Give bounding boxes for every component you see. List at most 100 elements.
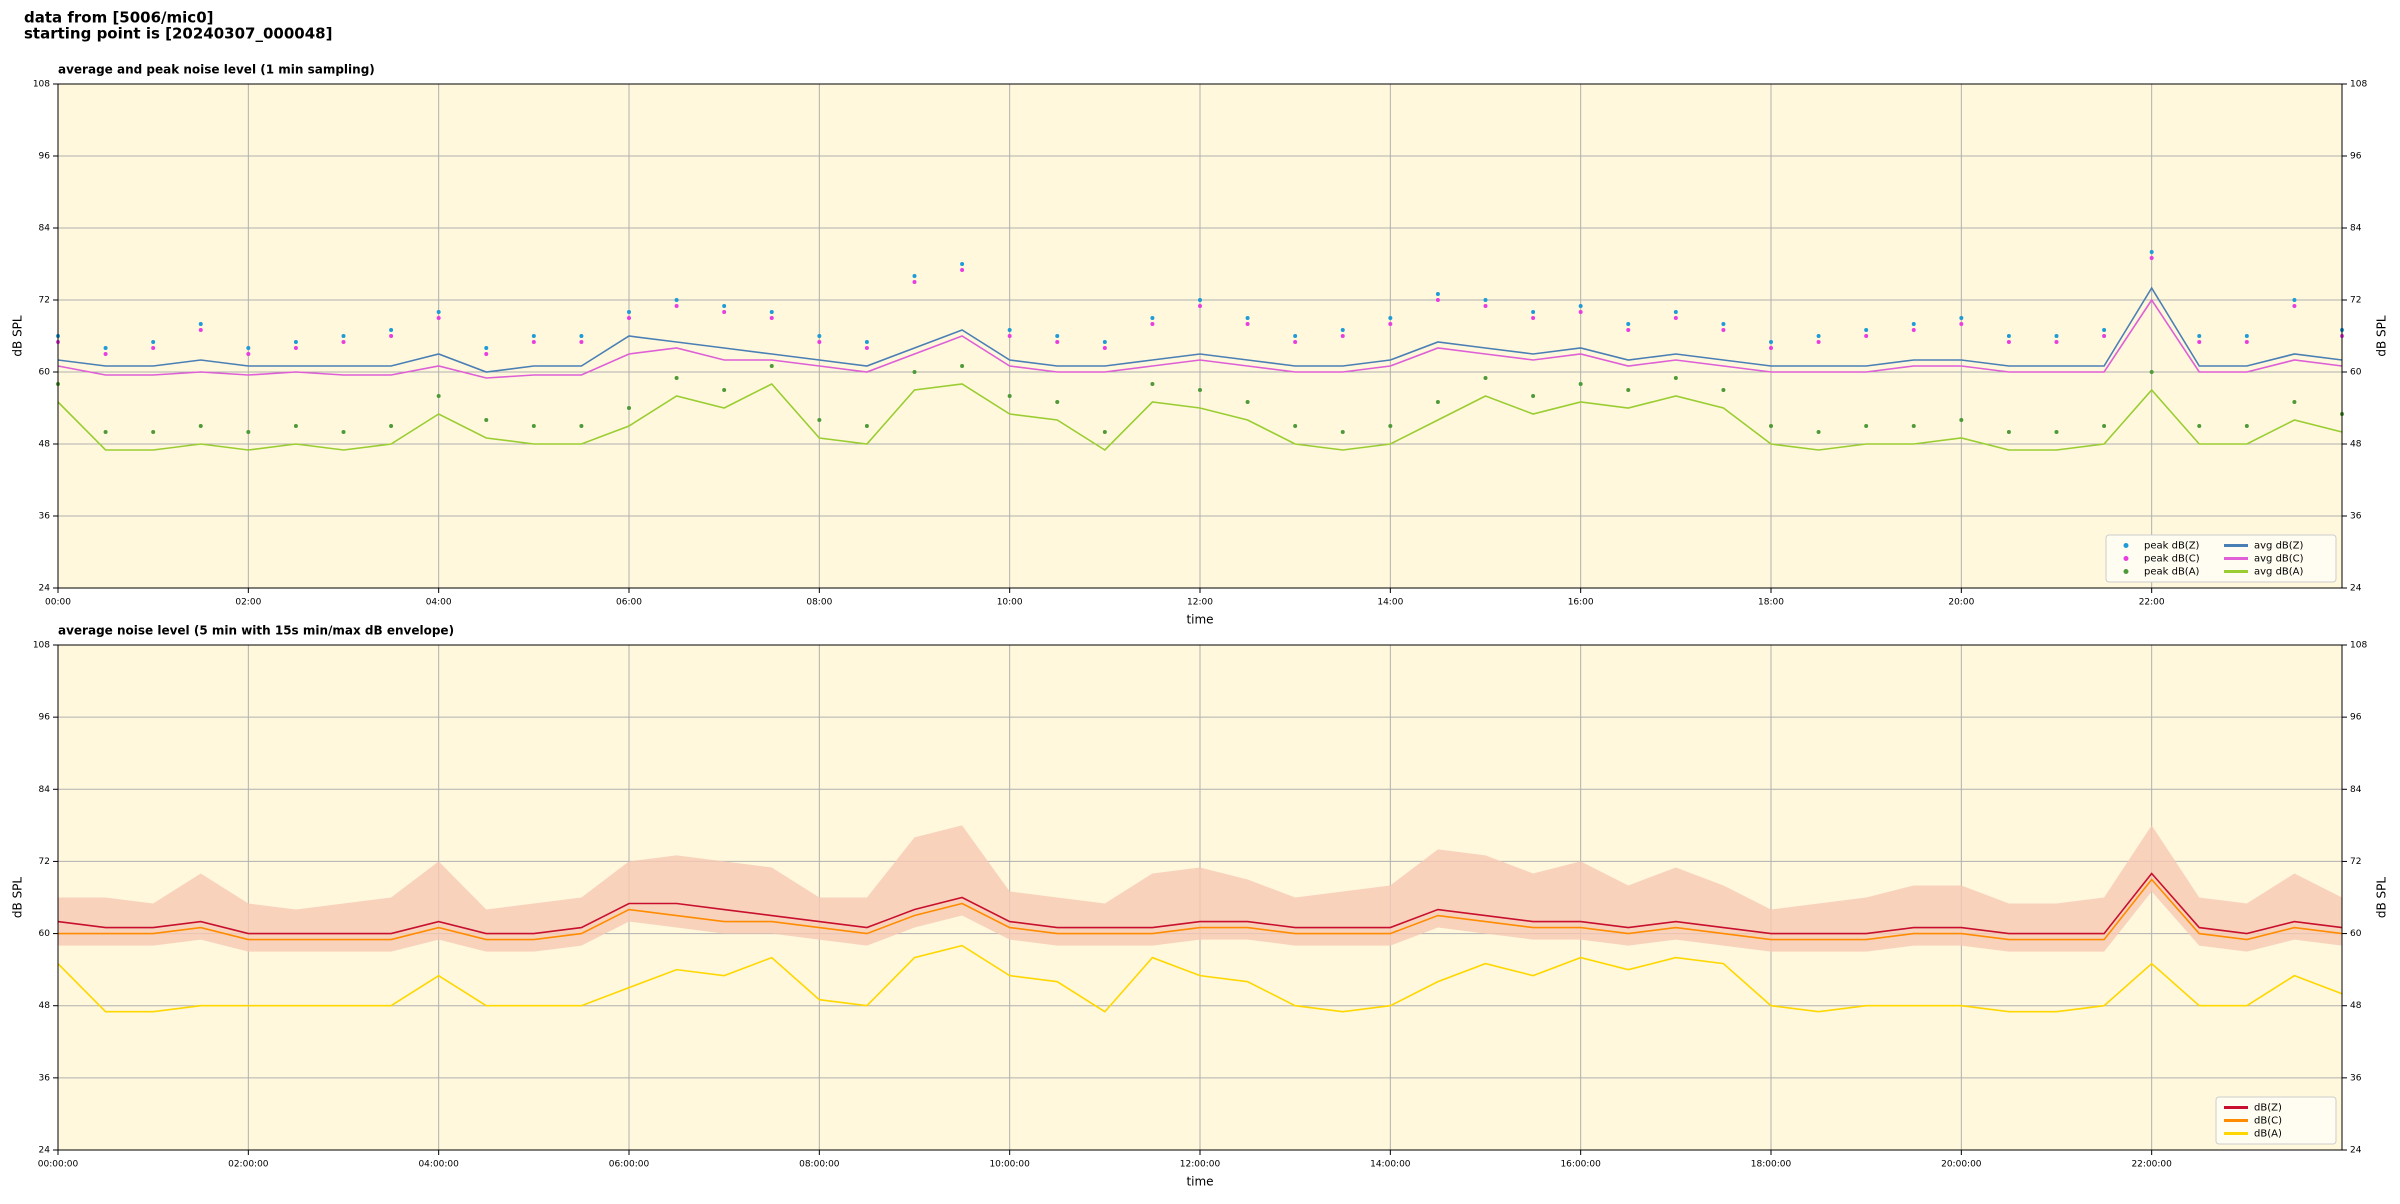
legend-swatch <box>2123 569 2129 574</box>
x-tick-label: 18:00:00 <box>1751 1160 1792 1170</box>
peak-point <box>1673 316 1678 320</box>
x-tick-label: 20:00:00 <box>1941 1160 1982 1170</box>
peak-point <box>2054 334 2059 338</box>
peak-point <box>817 334 822 338</box>
peak-point <box>2006 334 2011 338</box>
peak-point <box>341 430 346 434</box>
peak-point <box>1293 424 1298 428</box>
y2-tick-label: 60 <box>2350 368 2362 378</box>
peak-point <box>912 370 917 374</box>
legend-label: avg dB(Z) <box>2254 541 2304 552</box>
peak-point <box>817 418 822 422</box>
y2-axis-label: dB SPL <box>2375 877 2389 919</box>
peak-point <box>436 310 441 314</box>
peak-point <box>1959 418 1964 422</box>
peak-point <box>2197 340 2202 344</box>
peak-point <box>627 316 631 320</box>
peak-point <box>1531 310 1536 314</box>
series-line <box>57 298 2343 379</box>
peak-point <box>1769 340 1773 344</box>
peak-point <box>103 346 108 350</box>
x-tick-label: 16:00:00 <box>1560 1160 1601 1170</box>
peak-point <box>1102 430 1107 434</box>
peak-point <box>769 310 774 314</box>
peak-point <box>246 352 251 356</box>
y-tick-label: 96 <box>39 152 51 162</box>
y-tick-label: 72 <box>39 857 50 867</box>
x-tick-label: 22:00:00 <box>2131 1160 2172 1170</box>
peak-point <box>1483 298 1488 302</box>
peak-point <box>1959 316 1964 320</box>
y-tick-label: 48 <box>39 440 51 450</box>
peak-point <box>151 340 156 344</box>
header-line: data from [5006/mic0] <box>24 9 214 27</box>
peak-point <box>198 322 203 326</box>
peak-point <box>579 334 584 338</box>
peak-point <box>2149 250 2154 254</box>
peak-point <box>674 298 679 302</box>
peak-point <box>1483 376 1488 380</box>
peak-point <box>1864 328 1869 332</box>
x-tick-label: 04:00:00 <box>418 1160 459 1170</box>
peak-point <box>1578 382 1583 386</box>
x-tick-label: 12:00:00 <box>1180 1160 1221 1170</box>
peak-point <box>293 346 298 350</box>
peak-point <box>389 328 394 332</box>
peak-point <box>1911 328 1916 332</box>
peak-point <box>2102 328 2107 332</box>
x-tick-label: 12:00 <box>1187 598 1213 608</box>
peak-point <box>198 424 203 428</box>
peak-point <box>1626 388 1631 392</box>
peak-point <box>864 346 869 350</box>
peak-point <box>436 316 441 320</box>
peak-point <box>960 364 965 368</box>
peak-point <box>1245 322 1250 326</box>
peak-point <box>198 328 203 332</box>
y-tick-label: 72 <box>39 296 50 306</box>
y2-tick-label: 60 <box>2350 929 2362 939</box>
peak-point <box>1007 334 1012 338</box>
y-tick-label: 60 <box>39 929 51 939</box>
legend-swatch <box>2123 543 2129 548</box>
y2-tick-label: 108 <box>2350 641 2367 651</box>
peak-point <box>1531 394 1536 398</box>
peak-point <box>103 430 108 434</box>
peak-point <box>151 346 156 350</box>
peak-point <box>960 262 965 266</box>
peak-point <box>1816 340 1821 344</box>
peak-point <box>1769 424 1773 428</box>
peak-point <box>1055 340 1060 344</box>
peak-point <box>436 394 441 398</box>
peak-point <box>2006 340 2011 344</box>
peak-point <box>389 334 394 338</box>
x-tick-label: 10:00 <box>997 598 1023 608</box>
peak-point <box>722 304 727 308</box>
legend-swatch <box>2123 556 2129 561</box>
y-tick-label: 36 <box>39 512 51 522</box>
x-tick-label: 06:00:00 <box>609 1160 650 1170</box>
x-axis-label: time <box>1186 1175 1213 1189</box>
peak-point <box>1102 340 1107 344</box>
peak-point <box>1864 424 1869 428</box>
peak-point <box>1435 400 1440 404</box>
peak-point <box>627 406 631 410</box>
peak-point <box>1816 334 1821 338</box>
y2-tick-label: 84 <box>2350 224 2362 234</box>
legend-label: peak dB(Z) <box>2144 541 2200 552</box>
peak-point <box>1388 424 1393 428</box>
peak-point <box>2149 370 2154 374</box>
peak-point <box>341 340 346 344</box>
x-tick-label: 10:00:00 <box>989 1160 1030 1170</box>
series-line <box>57 872 2343 935</box>
peak-point <box>2292 298 2297 302</box>
peak-point <box>1388 322 1393 326</box>
peak-point <box>531 340 536 344</box>
x-tick-label: 18:00 <box>1758 598 1784 608</box>
peak-point <box>1055 400 1060 404</box>
peak-point <box>531 424 536 428</box>
peak-point <box>960 268 965 272</box>
peak-point <box>2054 430 2059 434</box>
peak-point <box>1673 310 1678 314</box>
peak-point <box>389 424 394 428</box>
peak-point <box>2244 424 2249 428</box>
